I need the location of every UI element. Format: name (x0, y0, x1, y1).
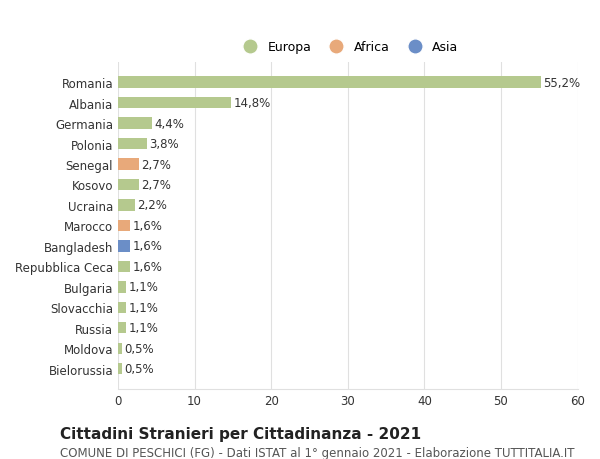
Text: 3,8%: 3,8% (149, 138, 179, 151)
Bar (118, 139, 147, 150)
Text: 1,1%: 1,1% (129, 322, 158, 335)
Text: 2,7%: 2,7% (141, 158, 171, 171)
Text: 14,8%: 14,8% (233, 97, 271, 110)
Text: 55,2%: 55,2% (543, 77, 580, 90)
Text: 1,1%: 1,1% (129, 301, 158, 314)
Bar (118, 323, 127, 334)
Bar (118, 118, 152, 129)
Legend: Europa, Africa, Asia: Europa, Africa, Asia (232, 36, 463, 59)
Bar (118, 179, 139, 190)
Text: 1,6%: 1,6% (133, 260, 163, 273)
Text: 2,2%: 2,2% (137, 199, 167, 212)
Bar (118, 77, 541, 89)
Bar (118, 302, 127, 313)
Text: 4,4%: 4,4% (154, 118, 184, 130)
Text: Cittadini Stranieri per Cittadinanza - 2021: Cittadini Stranieri per Cittadinanza - 2… (60, 425, 421, 441)
Bar (118, 282, 127, 293)
Text: 0,5%: 0,5% (124, 363, 154, 375)
Text: 2,7%: 2,7% (141, 179, 171, 191)
Bar (118, 159, 139, 170)
Text: COMUNE DI PESCHICI (FG) - Dati ISTAT al 1° gennaio 2021 - Elaborazione TUTTITALI: COMUNE DI PESCHICI (FG) - Dati ISTAT al … (60, 446, 575, 459)
Bar (118, 220, 130, 232)
Bar (118, 200, 135, 211)
Bar (118, 241, 130, 252)
Bar (118, 343, 122, 354)
Bar (118, 364, 122, 375)
Text: 0,5%: 0,5% (124, 342, 154, 355)
Text: 1,1%: 1,1% (129, 281, 158, 294)
Text: 1,6%: 1,6% (133, 219, 163, 232)
Bar (118, 261, 130, 273)
Bar (118, 98, 232, 109)
Text: 1,6%: 1,6% (133, 240, 163, 253)
